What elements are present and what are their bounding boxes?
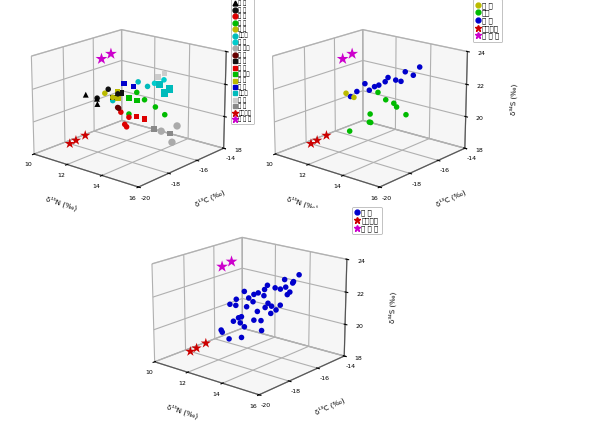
- Legend: 서 해, 남해, 동 해, 모리타니, 필 리 핀: 서 해, 남해, 동 해, 모리타니, 필 리 핀: [473, 0, 502, 42]
- Legend: 한 국, 모리타니, 필 리 핀: 한 국, 모리타니, 필 리 핀: [353, 207, 382, 234]
- Y-axis label: δ¹³C (‰): δ¹³C (‰): [194, 188, 226, 208]
- Legend: 상 만, 전 용, 만 도, 남 해, 예 수, 삼청포, 동 해, 우 거해, 고 름, 울 산, 포 항, 포 항르, 주 문, 삼 청, 주전진, 속 초: 상 만, 전 용, 만 도, 남 해, 예 수, 삼청포, 동 해, 우 거해,…: [231, 0, 254, 124]
- Y-axis label: δ¹³C (‰): δ¹³C (‰): [314, 396, 346, 416]
- X-axis label: δ¹⁵N (‰): δ¹⁵N (‰): [286, 195, 320, 212]
- X-axis label: δ¹⁵N (‰): δ¹⁵N (‰): [166, 403, 199, 419]
- X-axis label: δ¹⁵N (‰): δ¹⁵N (‰): [45, 195, 78, 212]
- Y-axis label: δ¹³C (‰): δ¹³C (‰): [435, 188, 467, 208]
